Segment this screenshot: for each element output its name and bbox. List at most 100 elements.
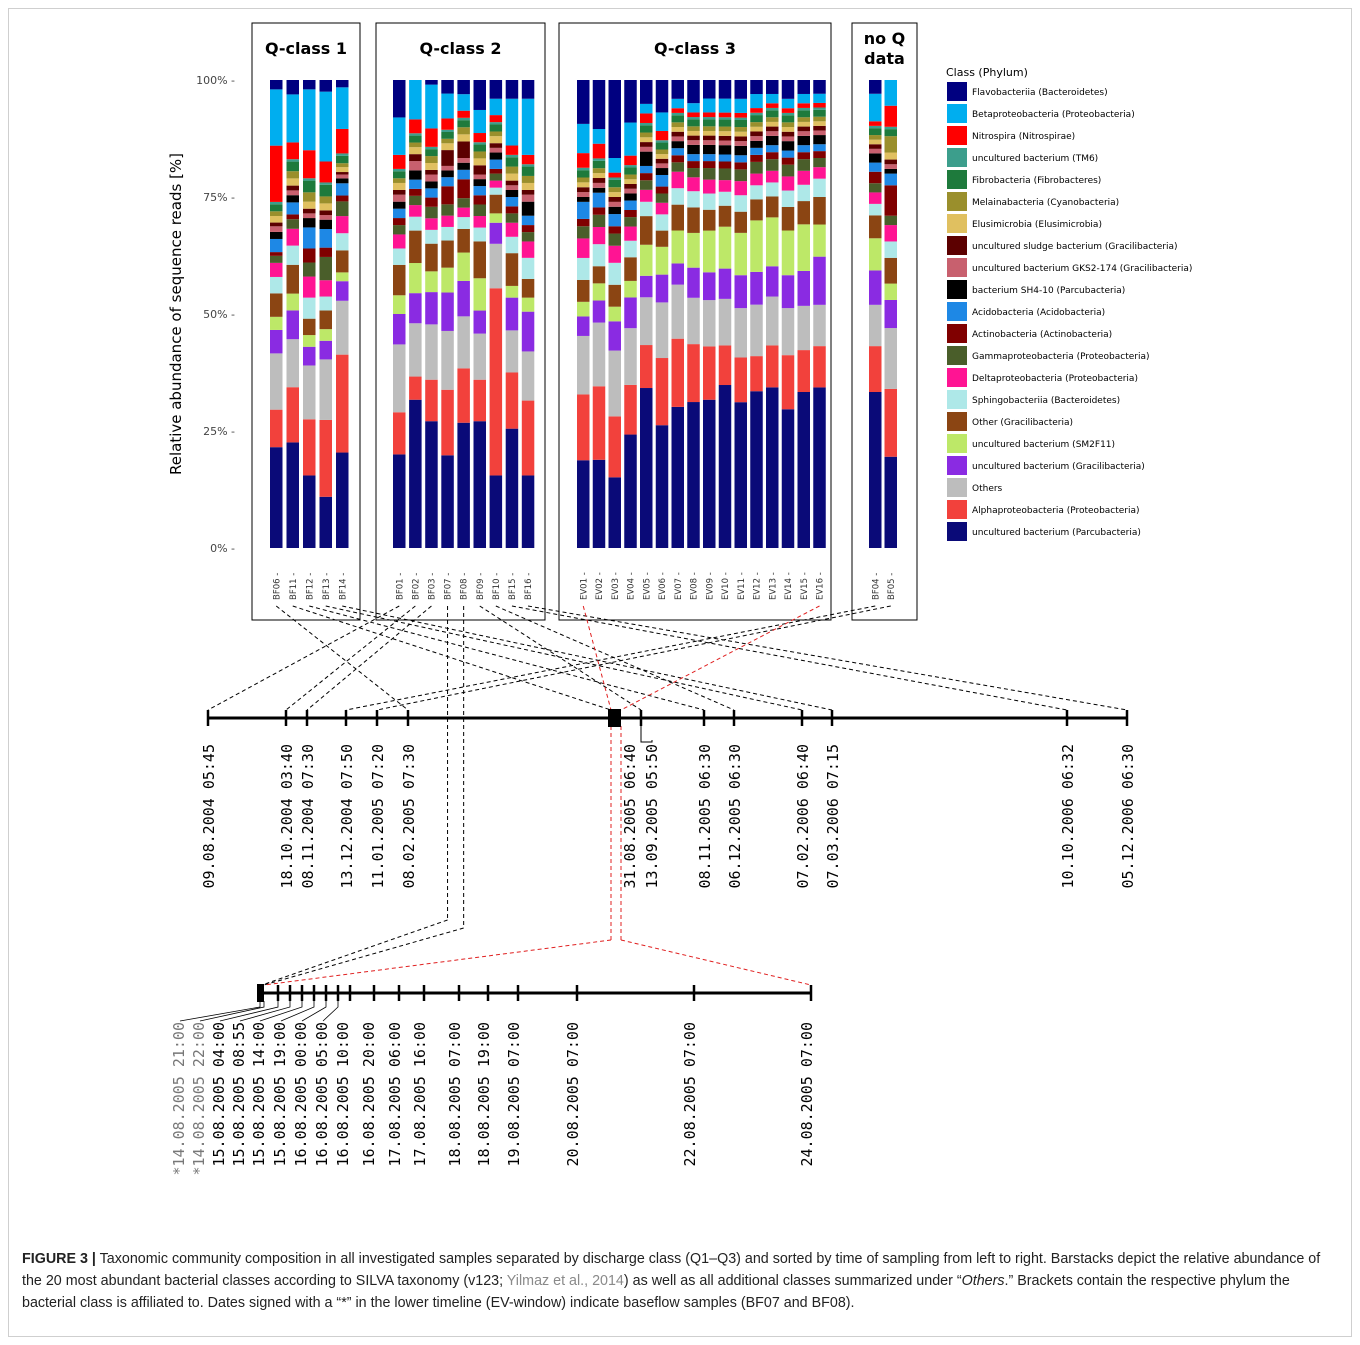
bar-segment (521, 166, 535, 176)
bar-segment (336, 250, 349, 273)
y-tick-label: 50% - (203, 308, 235, 321)
bar-segment (457, 368, 470, 423)
bar-segment (489, 98, 503, 116)
legend-label: uncultured bacterium GKS2-174 (Graciliba… (972, 264, 1192, 274)
bar-segment (489, 194, 503, 214)
y-axis: 0% - 25% - 50% - 75% - 100% - Relative abunda… (167, 74, 235, 555)
bar-segment (303, 227, 316, 249)
bar-segment (441, 150, 454, 166)
bar-segment (409, 80, 422, 120)
bar-segment (624, 434, 637, 548)
bar-segment (577, 123, 590, 154)
bar-segment (750, 391, 763, 548)
bar-segment (766, 117, 779, 122)
bar-segment (608, 214, 621, 227)
bar-segment (608, 262, 621, 285)
bar-segment (336, 172, 349, 175)
bar-segment (750, 131, 763, 137)
bar-segment (425, 218, 438, 230)
bar-segment (425, 271, 438, 293)
panel-title: data (864, 49, 905, 68)
legend-label: uncultured sludge bacterium (Gracilibact… (972, 242, 1178, 252)
bar-segment (319, 215, 332, 220)
bar-segment (577, 257, 590, 280)
bar-segment (869, 128, 882, 136)
bar-segment (781, 112, 795, 116)
caption-text-3: .” Brackets contain the respective phylu… (22, 1273, 1290, 1311)
bar-segment (409, 399, 422, 548)
bar-segment (687, 119, 700, 127)
bar-segment (671, 263, 684, 285)
bar-segment (270, 211, 283, 216)
bar-segment (869, 80, 882, 94)
caption-reference-link[interactable]: Yilmaz et al., 2014 (506, 1273, 624, 1289)
connector-line (261, 919, 448, 986)
bar-segment (270, 409, 283, 448)
bar-segment (766, 110, 779, 118)
bar-segment (624, 122, 637, 156)
bar-segment (489, 122, 503, 125)
bar-segment (489, 131, 503, 137)
bar-segment (671, 98, 684, 109)
bar-segment (781, 122, 795, 128)
bar-segment (425, 324, 438, 380)
timeline-top-label: 13.09.2005 05:50 (643, 744, 661, 889)
bar-segment (409, 195, 422, 206)
legend-swatch (947, 236, 967, 255)
bar-segment (592, 207, 606, 215)
timeline-top-label: 31.08.2005 06:40 (621, 744, 639, 889)
bar-segment (869, 121, 882, 126)
legend-swatch (947, 104, 967, 123)
bar-segment (441, 132, 454, 139)
y-tick-label: 0% - (210, 542, 235, 555)
bar-segment (473, 142, 486, 145)
sample-label: EV15 - (800, 572, 810, 600)
bar-segment (766, 196, 779, 218)
bar-segment (457, 252, 470, 281)
bar-segment (687, 135, 700, 141)
bar-segment (655, 186, 669, 194)
bar-segment (441, 330, 454, 390)
bar-segment (286, 339, 299, 388)
bar-segment (489, 159, 503, 169)
bar-segment (505, 180, 519, 186)
timeline-bottom-label: 15.08.2005 08:55 (230, 1022, 248, 1167)
bar-segment (505, 297, 519, 331)
bar-segment (409, 293, 422, 324)
bar-segment (718, 268, 732, 299)
bar-segment (303, 318, 316, 336)
bar-segment (797, 121, 810, 127)
bar-segment (703, 161, 716, 169)
bar-segment (270, 89, 283, 146)
bar-segment (703, 80, 716, 99)
bar-segment (489, 187, 503, 195)
bar-segment (521, 182, 535, 190)
bar-segment (303, 89, 316, 151)
bar-segment (734, 155, 747, 163)
bar-segment (813, 130, 826, 136)
bar-segment (671, 136, 684, 142)
connector-line (263, 927, 464, 986)
bar-segment (781, 176, 795, 191)
bar-segment (687, 402, 700, 548)
bar-segment (270, 262, 283, 277)
bar-segment (457, 217, 470, 229)
bar-segment (592, 160, 606, 169)
bar-segment (319, 340, 332, 360)
bar-segment (286, 142, 299, 160)
bar-segment (521, 257, 535, 279)
bar-segment (425, 174, 438, 182)
bar-segment (703, 98, 716, 113)
bar-segment (393, 194, 406, 202)
bar-segment (592, 214, 606, 228)
bar-segment (270, 231, 283, 239)
bar-segment (319, 219, 332, 230)
bar-segment (813, 121, 826, 126)
label-leader (179, 1001, 261, 1022)
sample-label: EV02 - (595, 572, 605, 600)
bar-segment (336, 87, 349, 129)
bar-segment (766, 345, 779, 388)
bar-segment (441, 93, 454, 119)
bar-segment (655, 158, 669, 164)
